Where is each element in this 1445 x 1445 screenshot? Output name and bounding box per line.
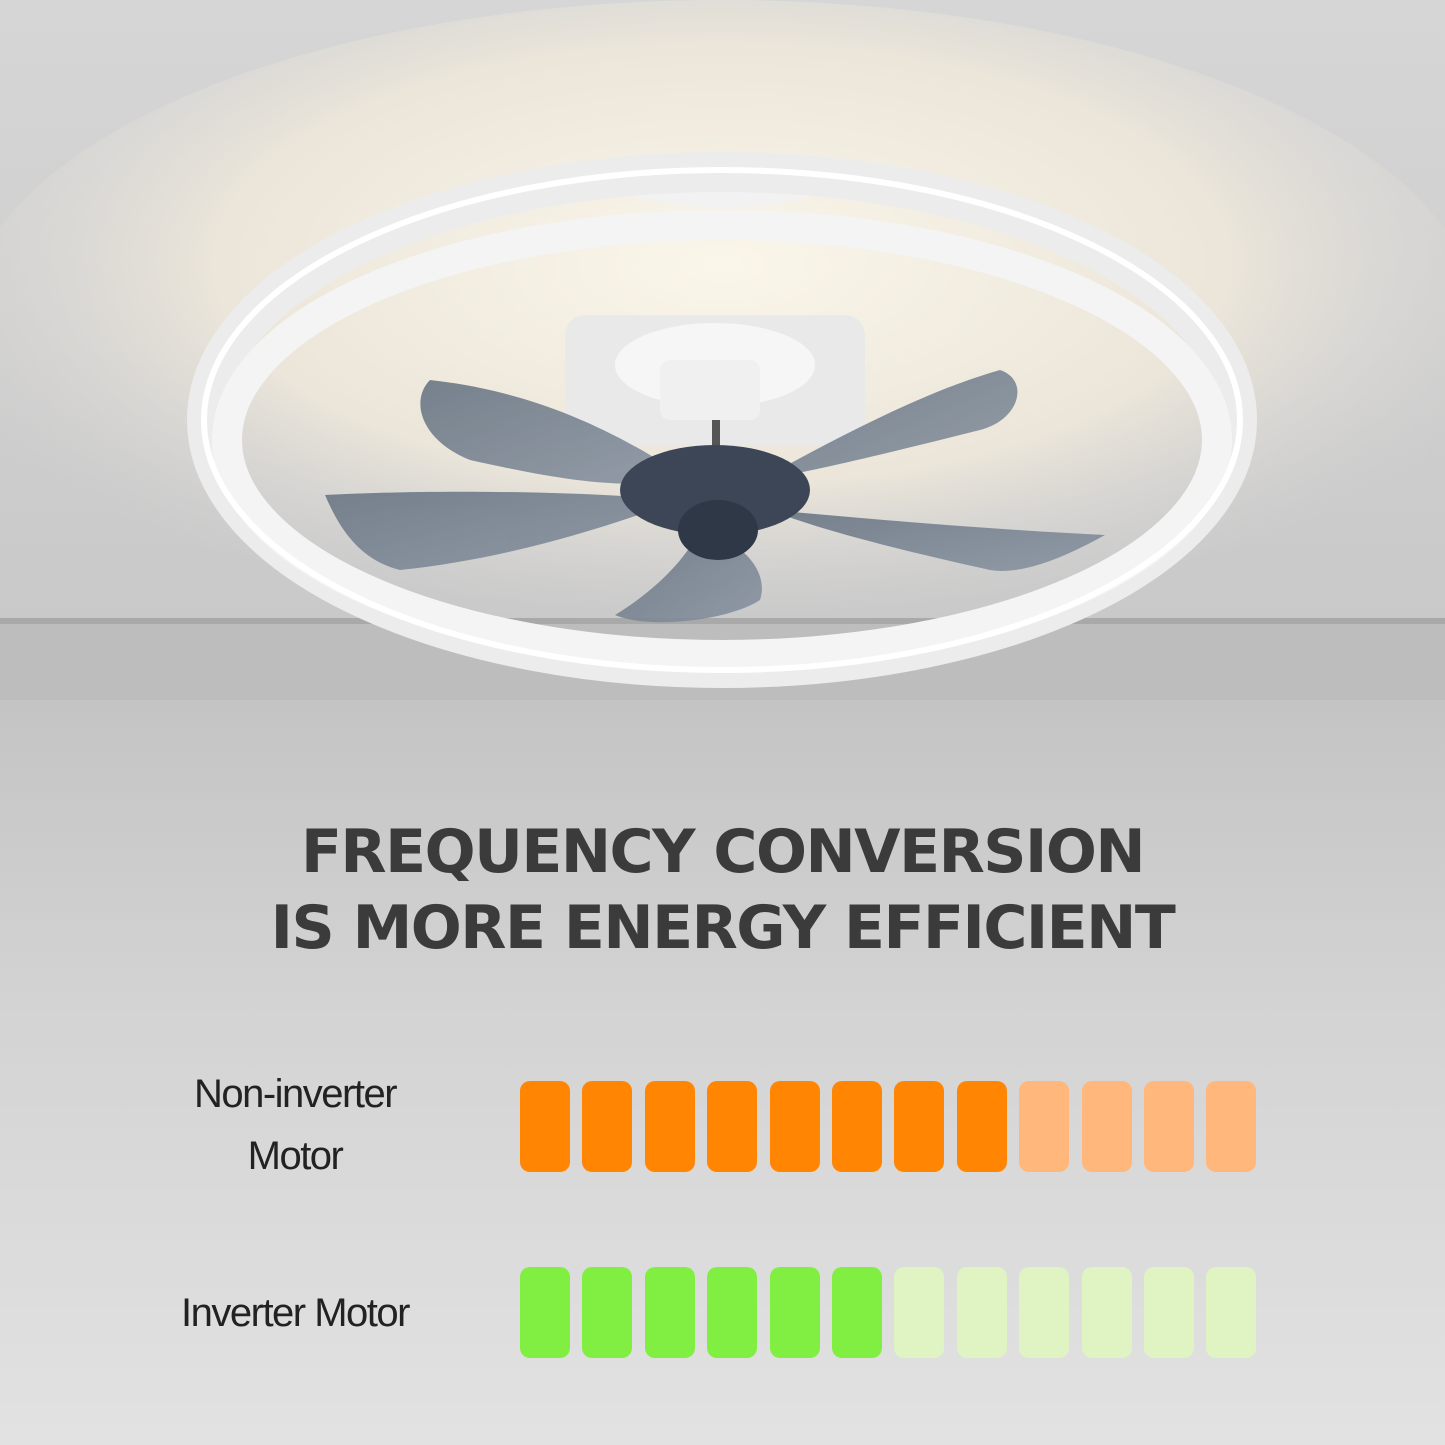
filled-segment (582, 1267, 633, 1358)
empty-segment (956, 1267, 1007, 1358)
empty-segment (1206, 1081, 1257, 1172)
non-inverter-energy-bar (520, 1081, 1257, 1172)
filled-segment (644, 1267, 695, 1358)
filled-segment (956, 1081, 1007, 1172)
empty-segment (1081, 1267, 1132, 1358)
motor-hub (620, 445, 810, 535)
empty-segment (1143, 1081, 1194, 1172)
filled-segment (894, 1081, 945, 1172)
non-inverter-label: Non-inverter Motor (160, 1063, 430, 1187)
filled-segment (769, 1267, 820, 1358)
headline-line-1: FREQUENCY CONVERSION (300, 817, 1146, 887)
empty-segment (1081, 1081, 1132, 1172)
filled-segment (831, 1267, 882, 1358)
filled-segment (831, 1081, 882, 1172)
filled-segment (582, 1081, 633, 1172)
ceiling-edge (0, 618, 1445, 624)
ceiling-fan-image (0, 0, 1445, 700)
empty-segment (1019, 1267, 1070, 1358)
fan-blades (325, 370, 1105, 623)
empty-segment (1143, 1267, 1194, 1358)
filled-segment (520, 1267, 570, 1358)
inverter-label: Inverter Motor (181, 1291, 410, 1335)
label-line-2: Motor (247, 1134, 344, 1178)
headline-line-2: IS MORE ENERGY EFFICIENT (270, 893, 1176, 963)
filled-segment (707, 1267, 758, 1358)
empty-segment (894, 1267, 945, 1358)
filled-segment (769, 1081, 820, 1172)
label-line-1: Non-inverter (193, 1072, 398, 1116)
inverter-energy-bar (520, 1267, 1257, 1358)
filled-segment (707, 1081, 758, 1172)
empty-segment (1206, 1267, 1257, 1358)
empty-segment (1019, 1081, 1070, 1172)
filled-segment (644, 1081, 695, 1172)
filled-segment (520, 1081, 570, 1172)
